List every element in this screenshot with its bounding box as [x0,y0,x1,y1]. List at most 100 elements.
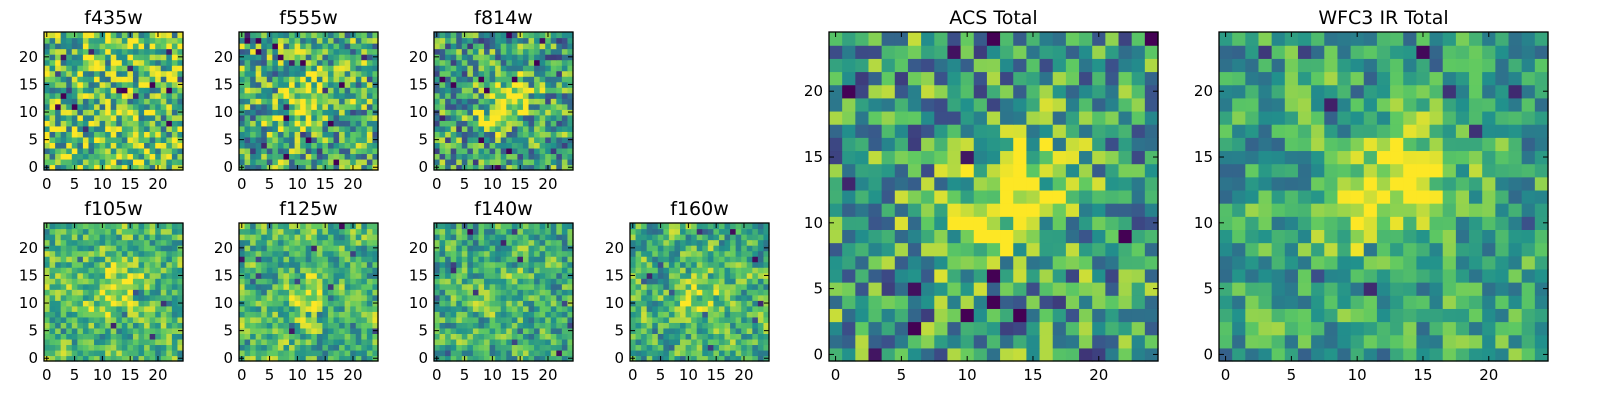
heatmap-cell [71,300,78,307]
heatmap-cell [160,250,167,257]
heatmap-cell [960,295,975,309]
heatmap-cell [467,239,474,246]
heatmap-cell [735,267,742,274]
heatmap-cell [171,158,179,166]
heatmap-cell [522,333,530,340]
heatmap-cell [652,283,659,290]
heatmap-cell [1065,242,1080,257]
y-tick-label: 5 [418,322,428,340]
heatmap-cell [1131,282,1146,296]
heatmap-cell [138,289,145,296]
heatmap-cell [657,305,664,312]
heatmap-cell [110,120,117,127]
heatmap-cell [66,305,73,312]
heatmap-cell [668,327,676,334]
heatmap-cell [266,65,273,72]
heatmap-cell [144,32,151,39]
heatmap-cell [127,272,134,279]
heatmap-cell [495,355,502,362]
heatmap-cell [160,81,167,88]
heatmap-cell [752,327,759,334]
heatmap-cell [350,349,357,357]
heatmap-cell [144,147,151,155]
heatmap-cell [1026,255,1041,270]
heatmap-cell [77,70,84,77]
heatmap-cell [294,114,301,121]
heatmap-cell [685,327,692,334]
heatmap-cell [239,131,246,138]
heatmap-cell [105,355,112,362]
heatmap-cell [155,109,162,116]
heatmap-cell [77,234,84,241]
heatmap-cell [60,136,67,143]
heatmap-cell [88,311,95,318]
heatmap-cell [484,305,491,312]
heatmap-cell [272,349,279,357]
heatmap-cell [49,294,56,301]
heatmap-cell [707,311,714,318]
heatmap-cell [339,355,346,362]
heatmap-cell [66,333,73,340]
heatmap-cell [556,349,563,357]
heatmap-cell [94,59,101,66]
heatmap-cell [344,355,351,362]
heatmap-cell [44,338,51,346]
heatmap-cell [934,189,949,204]
heatmap-cell [127,245,134,252]
heatmap-cell [116,92,123,99]
heatmap-cell [842,150,856,165]
heatmap-cell [283,54,290,61]
heatmap-cell [355,316,362,323]
heatmap-cell [82,164,90,171]
heatmap-cell [132,153,140,160]
heatmap-cell [289,239,296,246]
heatmap-cell [668,311,676,318]
heatmap-cell [327,87,335,94]
heatmap-cell [272,294,279,301]
heatmap-cell [696,316,703,323]
heatmap-cell [105,256,112,263]
heatmap-cell [696,278,703,285]
heatmap-cell [88,278,95,285]
heatmap-cell [691,256,698,263]
heatmap-cell [472,136,480,143]
heatmap-cell [239,70,246,77]
heatmap-cell [166,65,173,72]
heatmap-cell [489,322,496,329]
heatmap-cell [1000,268,1014,283]
heatmap-cell [261,327,268,334]
heatmap-cell [517,278,524,285]
heatmap-cell [1000,295,1014,309]
heatmap-cell [289,109,296,116]
heatmap-cell [322,114,329,121]
heatmap-cell [311,305,318,312]
heatmap-cell [149,322,156,329]
heatmap-cell [99,98,106,105]
heatmap-cell [702,272,709,279]
heatmap-cell [71,333,78,340]
heatmap-cell [724,239,731,246]
heatmap-cell [239,333,246,340]
heatmap-cell [439,250,446,257]
heatmap-cell [567,250,574,257]
heatmap-cell [244,65,251,72]
heatmap-cell [266,327,273,334]
heatmap-cell [149,267,156,274]
heatmap-cell [707,228,714,235]
heatmap-cell [947,203,962,217]
heatmap-cell [250,81,257,88]
heatmap-cell [116,32,123,39]
heatmap-cell [461,239,468,246]
heatmap-cell [434,234,441,241]
heatmap-cell [55,81,62,88]
heatmap-cell [344,234,351,241]
heatmap-cell [713,228,720,235]
heatmap-cell [82,65,90,72]
heatmap-cell [517,267,524,274]
heatmap-cell [344,327,351,334]
heatmap-cell [539,48,546,55]
heatmap-cell [741,272,748,279]
heatmap-cell [88,92,95,99]
heatmap-cell [561,278,569,285]
heatmap-cell [171,114,179,121]
